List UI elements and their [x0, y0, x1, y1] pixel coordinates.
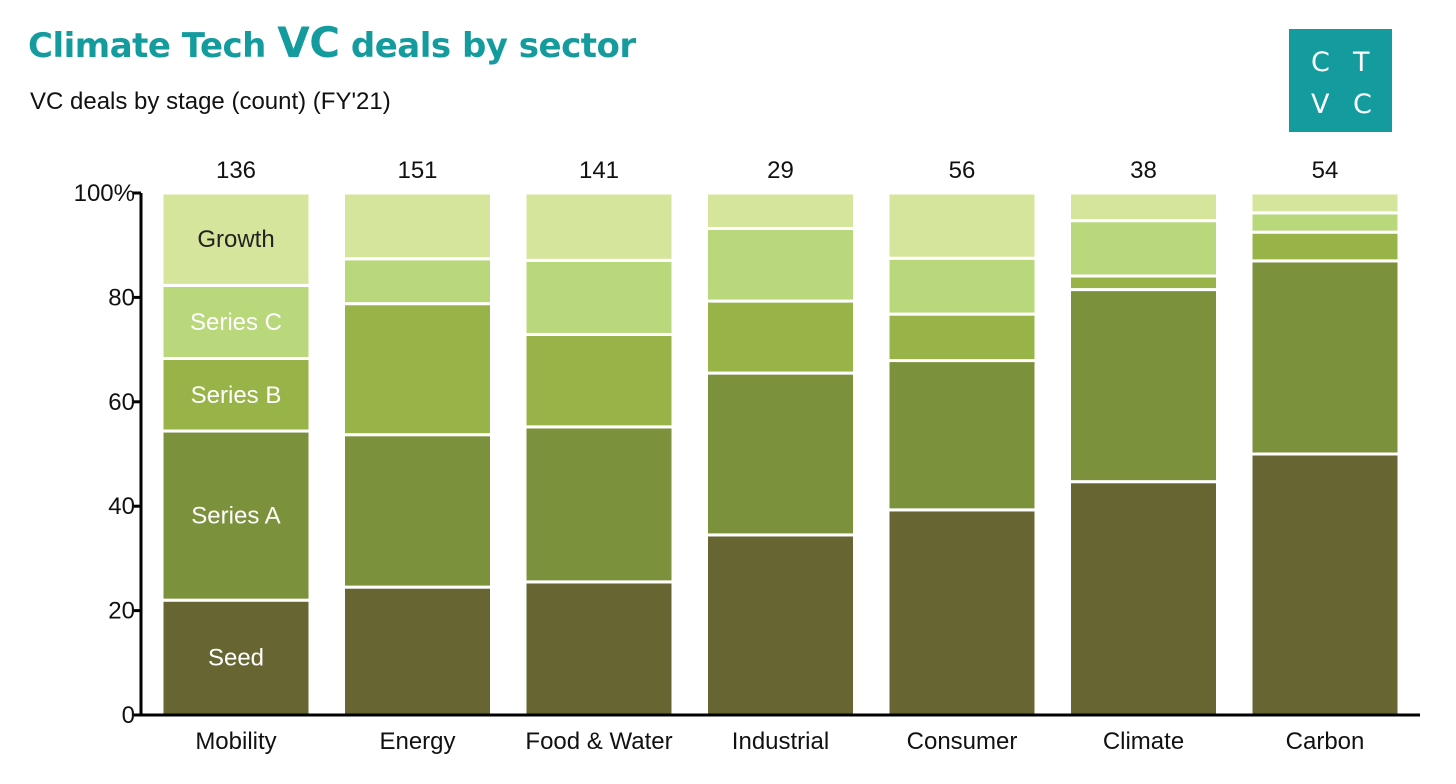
title-suffix: deals by sector: [339, 26, 636, 66]
bar-segment-climate-growth: [1068, 191, 1219, 223]
bar-segment-consumer-series-b: [886, 312, 1038, 363]
bar-segment-consumer-series-a: [886, 359, 1038, 512]
bar-segment-climate-series-a: [1068, 288, 1219, 484]
bar-segment-mobility-growth: [160, 191, 312, 287]
bar-segment-food-and-water-series-c: [523, 258, 675, 336]
segment-label-series-b: Series B: [191, 382, 282, 409]
logo-letter-t: T: [1353, 47, 1370, 78]
total-label-food-and-water: 141: [579, 157, 619, 184]
total-label-industrial: 29: [767, 157, 794, 184]
logo-letter-c2: C: [1353, 89, 1372, 120]
bar-segment-mobility-series-a: [160, 429, 312, 602]
bar-segment-food-and-water-series-b: [523, 332, 675, 429]
bar-segment-mobility-seed: [160, 598, 312, 717]
title-prefix: Climate Tech: [28, 26, 278, 66]
y-tick-label-100: 100%: [74, 180, 135, 207]
bar-segment-industrial-series-b: [705, 299, 856, 375]
chart-subtitle: VC deals by stage (count) (FY'21): [30, 88, 391, 115]
segment-label-series-a: Series A: [191, 503, 280, 530]
x-tick-label-energy: Energy: [379, 728, 455, 755]
logo-letter-v: V: [1311, 89, 1330, 120]
bar-segment-climate-series-c: [1068, 219, 1219, 278]
y-tick-label-60: 60: [108, 389, 135, 416]
bar-segment-climate-seed: [1068, 480, 1219, 717]
bar-segment-climate-series-b: [1068, 274, 1219, 292]
bar-segment-carbon-series-b: [1249, 230, 1401, 263]
labels-layer: Seed Series A Series B Series C Growth 136 Mob…: [190, 157, 1364, 755]
bar-segment-carbon-series-a: [1249, 259, 1401, 456]
bar-segment-mobility-series-c: [160, 283, 312, 360]
bars-layer: [160, 191, 1401, 717]
bar-segment-food-and-water-series-a: [523, 425, 675, 584]
bar-segment-energy-series-a: [342, 433, 493, 589]
total-label-consumer: 56: [949, 157, 976, 184]
y-tick-label-80: 80: [108, 284, 135, 311]
bar-segment-industrial-seed: [705, 533, 856, 717]
x-tick-label-consumer: Consumer: [907, 728, 1018, 755]
bar-segment-energy-series-b: [342, 302, 493, 437]
total-label-climate: 38: [1130, 157, 1157, 184]
x-tick-label-food-and-water: Food & Water: [525, 728, 672, 755]
total-label-mobility: 136: [216, 157, 256, 184]
x-tick-label-industrial: Industrial: [732, 728, 829, 755]
bar-segment-carbon-series-c: [1249, 211, 1401, 234]
axes-layer: 0 20 40 60 80 100%: [74, 180, 1420, 729]
bar-segment-mobility-series-b: [160, 356, 312, 433]
bar-segment-consumer-seed: [886, 508, 1038, 717]
bar-segment-industrial-growth: [705, 191, 856, 230]
x-tick-label-carbon: Carbon: [1286, 728, 1365, 755]
y-tick-label-20: 20: [108, 598, 135, 625]
ctvc-logo: C T V C: [1289, 29, 1392, 132]
y-tick-label-0: 0: [122, 702, 135, 729]
segment-label-seed: Seed: [208, 645, 264, 672]
total-label-energy: 151: [397, 157, 437, 184]
bar-segment-energy-seed: [342, 585, 493, 717]
total-label-carbon: 54: [1312, 157, 1339, 184]
bar-segment-food-and-water-growth: [523, 191, 675, 262]
bar-segment-energy-growth: [342, 191, 493, 261]
segment-label-growth: Growth: [197, 226, 274, 253]
bar-segment-carbon-seed: [1249, 452, 1401, 717]
x-tick-label-mobility: Mobility: [195, 728, 276, 755]
y-tick-label-40: 40: [108, 493, 135, 520]
bar-segment-consumer-growth: [886, 191, 1038, 260]
bar-segment-consumer-series-c: [886, 256, 1038, 316]
segment-label-series-c: Series C: [190, 309, 282, 336]
title-vc: VC: [277, 18, 340, 67]
logo-letter-c1: C: [1311, 47, 1330, 78]
bar-segment-food-and-water-seed: [523, 580, 675, 717]
x-tick-label-climate: Climate: [1103, 728, 1184, 755]
bar-segment-energy-series-c: [342, 257, 493, 306]
chart-title: Climate Tech VC deals by sector: [28, 18, 636, 67]
bar-segment-industrial-series-a: [705, 371, 856, 537]
bar-segment-industrial-series-c: [705, 226, 856, 303]
bar-segment-carbon-growth: [1249, 191, 1401, 215]
